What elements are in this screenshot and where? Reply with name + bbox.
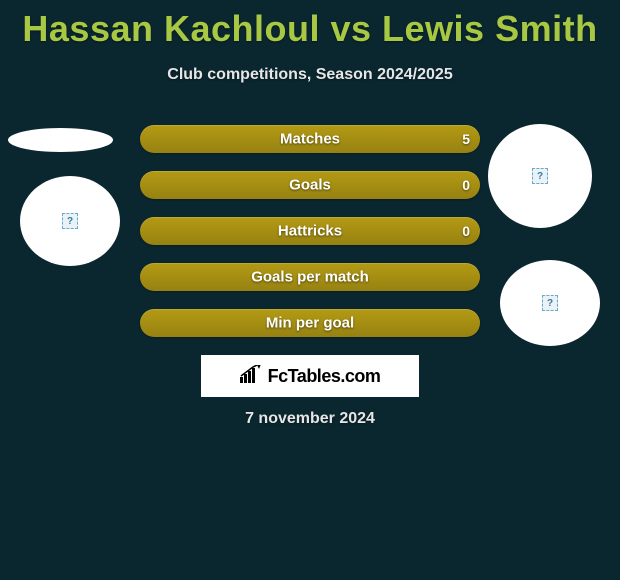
placeholder-icon [532,168,548,184]
stats-list: Matches 5 Goals 0 Hattricks 0 Goals per … [140,125,480,355]
stat-label: Min per goal [266,315,354,332]
placeholder-icon [542,295,558,311]
stat-row-matches: Matches 5 [140,125,480,153]
stat-label: Hattricks [278,223,342,240]
player-left-avatar-circle [20,176,120,266]
placeholder-icon [62,213,78,229]
page-subtitle: Club competitions, Season 2024/2025 [0,66,620,84]
stat-row-min-per-goal: Min per goal [140,309,480,337]
stat-row-goals: Goals 0 [140,171,480,199]
player-right-secondary-circle [500,260,600,346]
brand-box: FcTables.com [201,355,419,397]
player-right-avatar-circle [488,124,592,228]
stat-value-right: 5 [462,131,470,147]
date-text: 7 november 2024 [245,410,375,428]
brand-chart-icon [240,365,262,388]
page-title: Hassan Kachloul vs Lewis Smith [0,0,620,50]
decorative-ellipse [8,128,113,152]
stat-label: Goals [289,177,331,194]
brand-text: FcTables.com [268,366,381,387]
stat-row-goals-per-match: Goals per match [140,263,480,291]
stat-label: Matches [280,131,340,148]
stat-label: Goals per match [251,269,369,286]
stat-value-right: 0 [462,223,470,239]
stat-row-hattricks: Hattricks 0 [140,217,480,245]
stat-value-right: 0 [462,177,470,193]
